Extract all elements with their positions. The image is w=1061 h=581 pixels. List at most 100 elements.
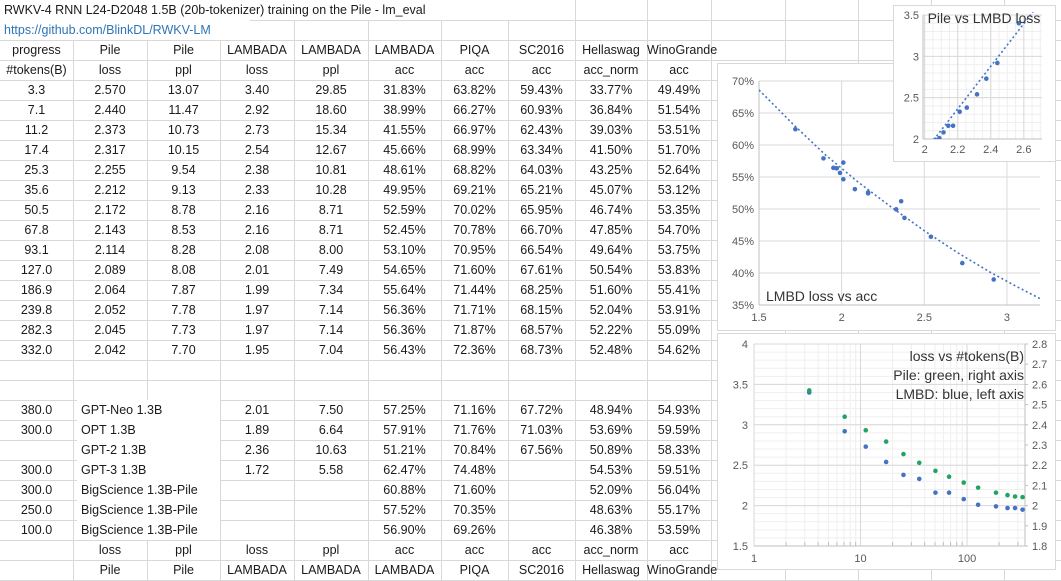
- data-cell[interactable]: 2.570: [94, 83, 126, 97]
- data-cell[interactable]: 67.72%: [520, 403, 563, 417]
- progress-cell[interactable]: 250.0: [20, 503, 53, 517]
- data-cell[interactable]: 53.91%: [657, 303, 701, 317]
- data-cell[interactable]: 2.38: [244, 163, 270, 177]
- data-cell[interactable]: 2.54: [244, 143, 270, 157]
- data-cell[interactable]: 48.61%: [383, 163, 426, 177]
- header-cell[interactable]: LAMBADA: [227, 43, 287, 57]
- footer-cell[interactable]: acc_norm: [583, 543, 639, 557]
- data-cell[interactable]: 2.92: [244, 103, 270, 117]
- data-cell[interactable]: 50.5: [24, 203, 49, 217]
- data-cell[interactable]: 52.59%: [383, 203, 426, 217]
- header-cell[interactable]: acc: [669, 63, 689, 77]
- progress-cell[interactable]: 300.0: [20, 483, 53, 497]
- progress-cell[interactable]: 100.0: [20, 523, 53, 537]
- data-cell[interactable]: 7.78: [171, 303, 196, 317]
- progress-cell[interactable]: 380.0: [20, 403, 53, 417]
- data-cell[interactable]: 46.74%: [589, 203, 633, 217]
- data-cell[interactable]: 51.54%: [657, 103, 701, 117]
- data-cell[interactable]: 50.89%: [589, 443, 633, 457]
- data-cell[interactable]: 60.93%: [520, 103, 563, 117]
- footer-cell[interactable]: acc: [669, 543, 689, 557]
- data-cell[interactable]: 49.49%: [657, 83, 701, 97]
- data-cell[interactable]: 55.41%: [657, 283, 701, 297]
- data-cell[interactable]: 57.52%: [383, 503, 426, 517]
- header-cell[interactable]: Hellaswag: [582, 43, 640, 57]
- data-cell[interactable]: 8.53: [171, 223, 196, 237]
- footer-cell[interactable]: loss: [245, 543, 269, 557]
- data-cell[interactable]: 66.97%: [453, 123, 496, 137]
- data-cell[interactable]: 67.56%: [520, 443, 563, 457]
- data-cell[interactable]: 48.63%: [589, 503, 633, 517]
- data-cell[interactable]: 7.87: [171, 283, 196, 297]
- data-cell[interactable]: 2.440: [94, 103, 126, 117]
- data-cell[interactable]: 46.38%: [589, 523, 633, 537]
- data-cell[interactable]: 54.62%: [657, 343, 701, 357]
- data-cell[interactable]: 2.16: [244, 223, 270, 237]
- header-cell[interactable]: LAMBADA: [374, 43, 435, 57]
- data-cell[interactable]: 53.75%: [657, 243, 701, 257]
- data-cell[interactable]: 52.04%: [589, 303, 633, 317]
- data-cell[interactable]: 53.59%: [657, 523, 701, 537]
- data-cell[interactable]: 2.045: [94, 323, 126, 337]
- data-cell[interactable]: 1.99: [244, 283, 270, 297]
- data-cell[interactable]: 8.08: [171, 263, 196, 277]
- footer-cell[interactable]: PIQA: [459, 563, 490, 577]
- data-cell[interactable]: 56.90%: [383, 523, 426, 537]
- model-name-cell[interactable]: GPT-3 1.3B: [77, 460, 220, 480]
- data-cell[interactable]: 8.00: [318, 243, 344, 257]
- data-cell[interactable]: 41.50%: [589, 143, 633, 157]
- data-cell[interactable]: 10.81: [315, 163, 347, 177]
- data-cell[interactable]: 70.84%: [453, 443, 496, 457]
- data-cell[interactable]: 66.70%: [520, 223, 563, 237]
- data-cell[interactable]: 2.08: [244, 243, 270, 257]
- footer-cell[interactable]: acc: [464, 543, 485, 557]
- data-cell[interactable]: 62.47%: [383, 463, 426, 477]
- footer-cell[interactable]: ppl: [322, 543, 340, 557]
- footer-cell[interactable]: WinoGrande: [647, 563, 718, 577]
- data-cell[interactable]: 70.02%: [453, 203, 496, 217]
- data-cell[interactable]: 52.64%: [657, 163, 701, 177]
- data-cell[interactable]: 2.01: [244, 403, 270, 417]
- data-cell[interactable]: 1.72: [244, 463, 270, 477]
- header-cell[interactable]: WinoGrande: [647, 43, 718, 57]
- data-cell[interactable]: 10.63: [315, 443, 347, 457]
- footer-cell[interactable]: acc: [531, 543, 552, 557]
- data-cell[interactable]: 66.54%: [520, 243, 563, 257]
- data-cell[interactable]: 7.04: [318, 343, 344, 357]
- data-cell[interactable]: 71.16%: [453, 403, 496, 417]
- header-cell[interactable]: Pile: [173, 43, 194, 57]
- data-cell[interactable]: 2.01: [244, 263, 270, 277]
- data-cell[interactable]: 57.25%: [383, 403, 426, 417]
- data-cell[interactable]: 71.03%: [520, 423, 563, 437]
- data-cell[interactable]: 41.55%: [383, 123, 426, 137]
- data-cell[interactable]: 18.60: [315, 103, 347, 117]
- model-name-cell[interactable]: BigScience 1.3B-Pile: [77, 520, 220, 540]
- progress-cell[interactable]: 300.0: [20, 463, 53, 477]
- data-cell[interactable]: 56.04%: [657, 483, 701, 497]
- data-cell[interactable]: 39.03%: [589, 123, 633, 137]
- repo-link[interactable]: https://github.com/BlinkDL/RWKV-LM: [0, 20, 250, 40]
- data-cell[interactable]: 68.73%: [520, 343, 563, 357]
- model-name-cell[interactable]: GPT-Neo 1.3B: [77, 400, 220, 420]
- header-cell[interactable]: PIQA: [459, 43, 490, 57]
- data-cell[interactable]: 332.0: [20, 343, 53, 357]
- data-cell[interactable]: 2.042: [94, 343, 126, 357]
- progress-cell[interactable]: 300.0: [20, 423, 53, 437]
- data-cell[interactable]: 2.089: [94, 263, 126, 277]
- data-cell[interactable]: 65.21%: [520, 183, 563, 197]
- data-cell[interactable]: 10.28: [315, 183, 347, 197]
- data-cell[interactable]: 59.59%: [657, 423, 701, 437]
- data-cell[interactable]: 127.0: [20, 263, 53, 277]
- data-cell[interactable]: 70.95%: [453, 243, 496, 257]
- data-cell[interactable]: 13.07: [167, 83, 200, 97]
- data-cell[interactable]: 2.212: [94, 183, 126, 197]
- data-cell[interactable]: 8.71: [318, 223, 344, 237]
- data-cell[interactable]: 50.54%: [589, 263, 633, 277]
- data-cell[interactable]: 71.60%: [453, 483, 496, 497]
- footer-cell[interactable]: LAMBADA: [227, 563, 287, 577]
- model-name-cell[interactable]: BigScience 1.3B-Pile: [77, 480, 220, 500]
- data-cell[interactable]: 29.85: [315, 83, 347, 97]
- data-cell[interactable]: 74.48%: [453, 463, 496, 477]
- data-cell[interactable]: 282.3: [20, 323, 53, 337]
- data-cell[interactable]: 68.99%: [453, 143, 496, 157]
